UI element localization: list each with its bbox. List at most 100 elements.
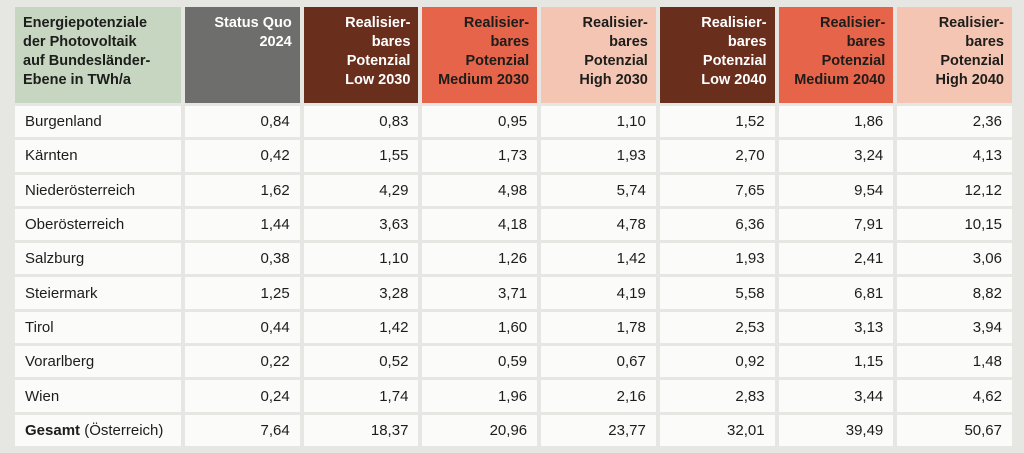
value-cell: 0,95	[422, 106, 538, 138]
value-cell: 5,58	[659, 277, 775, 309]
value-cell: 2,41	[778, 243, 894, 275]
header-line: Ebene in TWh/a	[23, 72, 131, 88]
value-cell: 1,96	[422, 380, 538, 412]
header-cell: Realisier-bares Potenzial High 2030	[541, 7, 656, 103]
value-cell: 3,63	[303, 208, 419, 241]
value-cell: 1,10	[541, 106, 656, 138]
header-cell: Realisier-bares Potenzial Medium 2040	[778, 7, 894, 103]
value-cell: 1,73	[422, 140, 538, 172]
header-line: bares	[846, 34, 886, 50]
value-cell: 4,18	[422, 208, 538, 241]
value-cell: 1,52	[659, 106, 775, 138]
header-cell: Energiepotenziale der Photovoltaik auf Bun…	[15, 7, 181, 103]
value-cell: 5,74	[541, 174, 656, 206]
value-cell: 1,25	[185, 277, 300, 309]
value-cell: 0,42	[185, 140, 300, 172]
value-cell: 1,44	[185, 208, 300, 241]
header-line: Energiepotenziale	[23, 15, 148, 31]
header-line: bares	[727, 34, 767, 50]
header-line: Realisier-	[819, 15, 886, 31]
value-cell: 3,24	[778, 140, 894, 172]
table: Energiepotenziale der Photovoltaik auf Bun…	[15, 7, 1012, 446]
header-line: bares	[609, 34, 648, 50]
value-cell: 8,82	[897, 277, 1012, 309]
value-cell: 3,28	[303, 277, 419, 309]
header-line: der Photovoltaik	[23, 34, 137, 50]
value-cell: 0,22	[185, 346, 300, 378]
header-cell: Status Quo 2024	[185, 7, 300, 103]
value-cell: 4,19	[541, 277, 656, 309]
value-cell: 3,94	[897, 311, 1012, 344]
header-line: Realisier-	[938, 15, 1004, 31]
value-cell: 12,12	[897, 174, 1012, 206]
value-cell: 2,36	[897, 106, 1012, 138]
row-label: Steiermark	[15, 277, 181, 309]
value-cell: 1,42	[541, 243, 656, 275]
header-line: Medium 2040	[794, 72, 886, 88]
header-cell: Realisier-bares Potenzial Medium 2030	[422, 7, 538, 103]
value-cell: 0,24	[185, 380, 300, 412]
value-cell: 1,93	[659, 243, 775, 275]
value-cell: 7,91	[778, 208, 894, 241]
row-label: Tirol	[15, 311, 181, 344]
value-cell: 3,44	[778, 380, 894, 412]
header-line: bares	[371, 34, 411, 50]
value-cell: 4,98	[422, 174, 538, 206]
value-cell: 7,65	[659, 174, 775, 206]
value-cell: 18,37	[303, 414, 419, 446]
header-cell: Realisier-bares Potenzial High 2040	[897, 7, 1012, 103]
header-line: Realisier-	[345, 15, 411, 31]
total-label: Gesamt	[25, 421, 81, 439]
value-cell: 1,62	[185, 174, 300, 206]
value-cell: 0,67	[541, 346, 656, 378]
value-cell: 39,49	[778, 414, 894, 446]
value-cell: 7,64	[185, 414, 300, 446]
value-cell: 1,60	[422, 311, 538, 344]
value-cell: 1,78	[541, 311, 656, 344]
header-line: Realisier-	[463, 15, 530, 31]
row-label: Kärnten	[15, 140, 181, 172]
header-cell: Realisier-bares Potenzial Low 2030	[303, 7, 419, 103]
header-line: Low 2030	[345, 72, 411, 88]
value-cell: 32,01	[659, 414, 775, 446]
value-cell: 2,53	[659, 311, 775, 344]
value-cell: 0,84	[185, 106, 300, 138]
value-cell: 0,44	[185, 311, 300, 344]
value-cell: 3,71	[422, 277, 538, 309]
value-cell: 4,78	[541, 208, 656, 241]
header-line: Realisier-	[582, 15, 648, 31]
value-cell: 1,10	[303, 243, 419, 275]
value-cell: 1,93	[541, 140, 656, 172]
row-label: Wien	[15, 380, 181, 412]
header-line: High 2040	[935, 72, 1005, 88]
value-cell: 2,70	[659, 140, 775, 172]
value-cell: 4,13	[897, 140, 1012, 172]
header-line: bares	[965, 34, 1004, 50]
header-line: Potenzial	[584, 53, 648, 69]
header-line: Low 2040	[701, 72, 767, 88]
value-cell: 0,38	[185, 243, 300, 275]
header-line: Potenzial	[702, 53, 767, 69]
value-cell: 2,83	[659, 380, 775, 412]
row-label: Vorarlberg	[15, 346, 181, 378]
value-cell: 1,15	[778, 346, 894, 378]
header-line: auf Bundesländer-	[23, 53, 151, 69]
value-cell: 0,92	[659, 346, 775, 378]
header-line: 2024	[259, 34, 292, 50]
header-line: Realisier-	[701, 15, 767, 31]
value-cell: 1,86	[778, 106, 894, 138]
total-note: (Österreich)	[84, 421, 164, 439]
row-label: Burgenland	[15, 106, 181, 138]
value-cell: 6,36	[659, 208, 775, 241]
header-line: Potenzial	[465, 53, 530, 69]
header-line: Medium 2030	[438, 72, 530, 88]
value-cell: 3,06	[897, 243, 1012, 275]
value-cell: 3,13	[778, 311, 894, 344]
value-cell: 23,77	[541, 414, 656, 446]
header-line: Potenzial	[821, 53, 886, 69]
header-cell: Realisier-bares Potenzial Low 2040	[659, 7, 775, 103]
header-line: Status Quo	[214, 15, 292, 31]
value-cell: 2,16	[541, 380, 656, 412]
value-cell: 1,74	[303, 380, 419, 412]
